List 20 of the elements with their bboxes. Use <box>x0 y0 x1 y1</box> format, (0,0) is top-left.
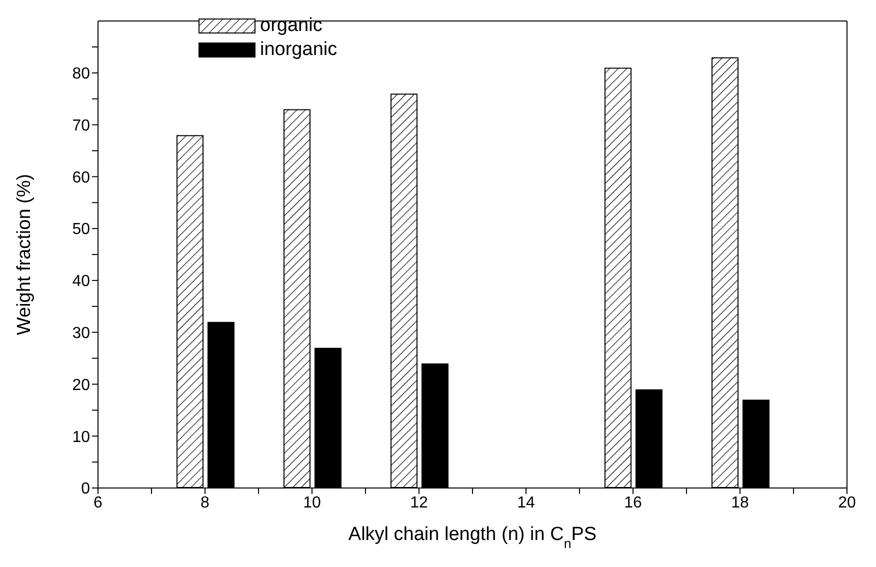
x-tick-label: 8 <box>200 494 210 512</box>
legend-label: inorganic <box>260 39 338 61</box>
y-tick-label: 60 <box>72 169 90 186</box>
x-axis-title: Alkyl chain length (n) in C$_{n}$PS <box>348 524 597 550</box>
y-tick-label: 10 <box>72 428 90 446</box>
y-tick-label: 80 <box>72 66 90 83</box>
y-axis-title: Weight fraction (%) <box>14 174 35 336</box>
x-tick-label: 20 <box>838 494 856 512</box>
x-tick-label: 12 <box>410 494 428 512</box>
x-tick-label: 16 <box>624 494 642 512</box>
y-tick-label: 0 <box>81 480 90 498</box>
x-tick-label: 18 <box>731 494 749 512</box>
y-tick-label: 30 <box>72 325 90 342</box>
y-tick-label: 50 <box>72 221 90 238</box>
y-tick-label: 40 <box>72 273 90 290</box>
x-tick-label: 6 <box>94 494 103 512</box>
y-tick-label: 70 <box>72 117 90 134</box>
x-tick-label: 10 <box>303 494 321 512</box>
x-tick-label: 14 <box>517 494 535 512</box>
y-tick-label: 20 <box>72 376 90 394</box>
